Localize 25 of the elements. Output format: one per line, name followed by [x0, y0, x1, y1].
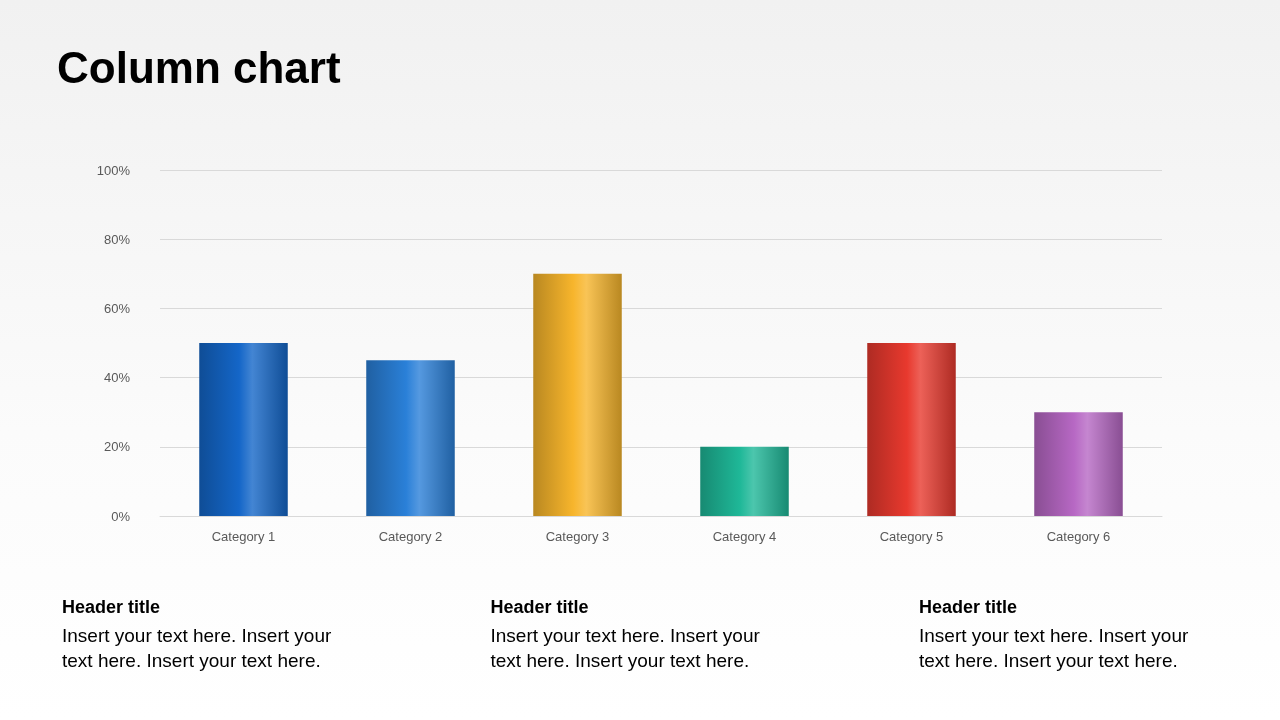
x-tick-label: Category 6 — [1046, 529, 1111, 544]
x-tick-label: Category 5 — [879, 529, 944, 544]
y-tick-label: 100% — [96, 162, 131, 178]
bar — [533, 273, 622, 516]
text: Insert your text here. Insert your text here. Insert your text here. — [62, 625, 337, 671]
x-tick-label: Category 2 — [378, 529, 443, 544]
bar — [199, 343, 288, 516]
text: Insert your text here. Insert your text here. Insert your text here. — [490, 625, 766, 671]
y-tick-label: 80% — [103, 231, 131, 247]
y-tick-label: 60% — [103, 300, 131, 316]
chart-title: Column chart — [57, 42, 341, 92]
bar — [700, 446, 789, 516]
text: Insert your text here. Insert your text here. Insert your text here. — [919, 625, 1194, 671]
x-tick-label: Category 4 — [712, 529, 777, 544]
x-tick-label: Category 1 — [211, 529, 276, 544]
text: Header title — [62, 596, 161, 617]
bar — [366, 360, 455, 516]
bar — [1034, 412, 1123, 516]
text: Header title — [490, 596, 589, 617]
bar — [867, 343, 956, 516]
x-tick-label: Category 3 — [545, 529, 610, 544]
y-tick-label: 40% — [103, 370, 131, 386]
text: Header title — [919, 596, 1018, 617]
y-tick-label: 0% — [111, 508, 131, 524]
y-tick-label: 20% — [103, 439, 131, 455]
